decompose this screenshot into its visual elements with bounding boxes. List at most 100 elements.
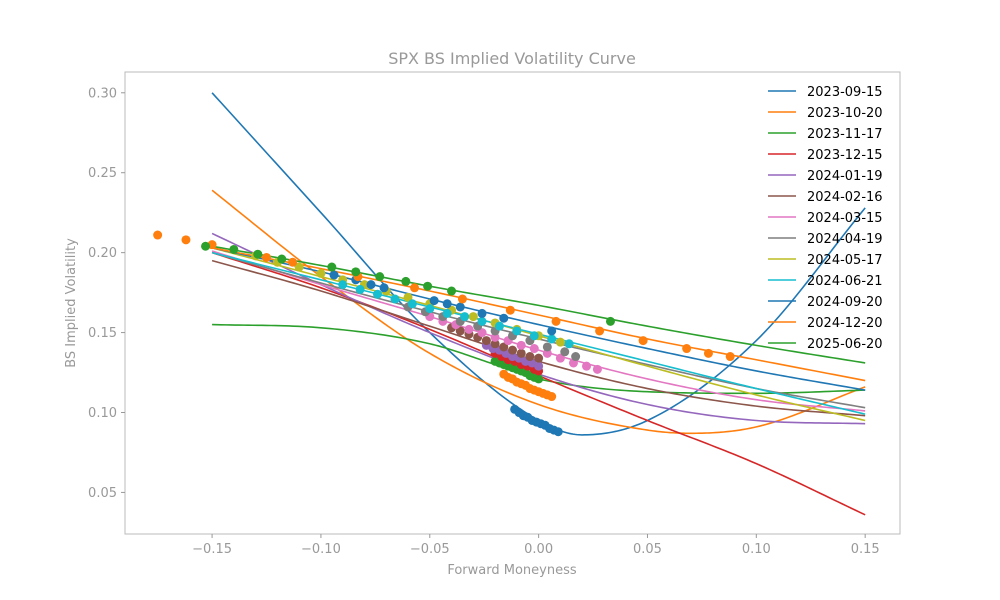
y-tick-label: 0.20 bbox=[88, 246, 117, 261]
data-point-2024-02-16 bbox=[508, 345, 517, 355]
data-point-2024-12-20 bbox=[682, 344, 692, 354]
data-point-2024-09-20 bbox=[547, 326, 557, 336]
y-tick-label: 0.30 bbox=[88, 86, 117, 101]
data-point-2024-05-17 bbox=[294, 262, 304, 272]
data-point-2024-09-20 bbox=[499, 313, 509, 323]
data-point-2023-10-20 bbox=[547, 392, 557, 402]
data-point-2024-04-19 bbox=[560, 347, 570, 357]
legend-entry: 2023-11-17 bbox=[807, 127, 883, 142]
data-point-2024-03-15 bbox=[555, 353, 565, 363]
data-point-2024-06-21 bbox=[477, 316, 487, 326]
y-tick-label: 0.15 bbox=[88, 326, 117, 341]
data-point-2024-03-15 bbox=[490, 332, 500, 342]
data-point-2024-12-20 bbox=[505, 305, 515, 315]
data-point-2024-06-21 bbox=[355, 284, 365, 294]
data-point-2025-06-20 bbox=[375, 272, 385, 282]
data-point-2024-03-15 bbox=[516, 340, 526, 350]
data-point-2024-09-20 bbox=[429, 296, 439, 306]
legend-entry: 2023-10-20 bbox=[807, 106, 883, 121]
plot-frame bbox=[124, 71, 901, 535]
data-point-2024-02-16 bbox=[534, 353, 544, 363]
data-point-2024-02-16 bbox=[490, 339, 500, 349]
data-point-2024-05-17 bbox=[403, 292, 413, 302]
data-point-2024-02-16 bbox=[499, 342, 509, 352]
x-axis-label: Forward Moneyness bbox=[447, 563, 577, 578]
data-point-2024-12-20 bbox=[410, 283, 420, 293]
data-point-2024-03-15 bbox=[582, 361, 592, 371]
plot-area: −0.15 −0.10 −0.05 0.00 0.05 0.10 0.15 0.05 0.10 0… bbox=[88, 71, 901, 557]
data-point-2024-03-15 bbox=[592, 364, 602, 374]
series-line-2024-03-15 bbox=[211, 250, 866, 412]
data-point-2024-06-21 bbox=[425, 304, 435, 314]
data-point-2024-05-17 bbox=[468, 312, 478, 322]
x-tick-label: −0.15 bbox=[192, 542, 232, 557]
y-tick-label: 0.25 bbox=[88, 166, 117, 181]
legend-entry: 2024-09-20 bbox=[807, 295, 883, 310]
data-point-2024-06-21 bbox=[407, 299, 417, 309]
legend: 2023-09-15 2023-10-20 2023-11-17 2023-12-15… bbox=[768, 85, 883, 352]
series-line-2025-06-20 bbox=[211, 245, 866, 364]
data-point-2024-12-20 bbox=[595, 326, 605, 336]
data-point-2024-06-21 bbox=[338, 280, 348, 290]
y-tick-label: 0.05 bbox=[88, 486, 117, 501]
data-point-2025-06-20 bbox=[253, 249, 263, 259]
data-point-2024-12-20 bbox=[725, 352, 735, 362]
legend-entry: 2023-09-15 bbox=[807, 85, 883, 100]
data-point-2024-06-21 bbox=[564, 339, 574, 349]
chart-title: SPX BS Implied Volatility Curve bbox=[388, 49, 636, 68]
data-point-2025-06-20 bbox=[447, 286, 457, 296]
data-point-2024-12-20 bbox=[638, 336, 648, 346]
data-point-2024-12-20 bbox=[153, 230, 163, 240]
data-point-2024-09-20 bbox=[442, 299, 452, 309]
data-point-2024-09-20 bbox=[455, 302, 465, 312]
data-point-2024-04-19 bbox=[571, 352, 581, 362]
x-tick-label: 0.00 bbox=[524, 542, 553, 557]
data-point-2024-06-21 bbox=[512, 326, 522, 336]
data-point-2024-09-20 bbox=[329, 270, 339, 280]
data-point-2024-06-21 bbox=[390, 294, 400, 304]
data-point-2024-09-20 bbox=[379, 283, 389, 293]
data-point-2024-09-20 bbox=[477, 308, 487, 318]
x-tick-label: 0.10 bbox=[742, 542, 771, 557]
data-point-2024-02-16 bbox=[481, 336, 491, 346]
data-point-2024-03-15 bbox=[464, 324, 474, 334]
data-point-2025-06-20 bbox=[327, 262, 337, 272]
data-point-2024-12-20 bbox=[181, 235, 191, 245]
data-point-2024-06-21 bbox=[442, 308, 452, 318]
series-line-2024-12-20 bbox=[211, 247, 866, 382]
legend-entry: 2023-12-15 bbox=[807, 148, 883, 163]
legend-entry: 2024-04-19 bbox=[807, 232, 883, 247]
data-point-2024-05-17 bbox=[316, 268, 326, 278]
data-point-2024-12-20 bbox=[262, 252, 271, 262]
data-point-2023-09-15 bbox=[553, 427, 563, 437]
y-axis-label: BS Implied Volatility bbox=[64, 238, 79, 368]
data-point-2025-06-20 bbox=[605, 316, 615, 326]
data-point-2024-12-20 bbox=[703, 348, 713, 358]
x-tick-label: −0.10 bbox=[301, 542, 341, 557]
legend-entry: 2024-12-20 bbox=[807, 316, 883, 331]
data-point-2025-06-20 bbox=[229, 244, 239, 254]
data-point-2023-11-17 bbox=[534, 374, 544, 384]
data-point-2025-06-20 bbox=[351, 267, 361, 277]
data-point-2024-06-21 bbox=[547, 334, 557, 344]
data-point-2024-01-19 bbox=[534, 361, 544, 371]
data-point-2024-06-21 bbox=[460, 312, 470, 322]
legend-entry: 2024-03-15 bbox=[807, 211, 883, 226]
data-point-2025-06-20 bbox=[401, 276, 411, 286]
x-tick-label: 0.05 bbox=[633, 542, 662, 557]
data-point-2025-06-20 bbox=[277, 254, 287, 264]
legend-entry: 2025-06-20 bbox=[807, 337, 883, 352]
data-point-2025-06-20 bbox=[423, 281, 433, 291]
data-point-2024-04-19 bbox=[542, 342, 552, 352]
legend-entry: 2024-01-19 bbox=[807, 169, 883, 184]
data-point-2024-06-21 bbox=[373, 289, 383, 299]
data-point-2024-06-21 bbox=[494, 321, 504, 331]
data-point-2024-03-15 bbox=[542, 348, 552, 358]
x-tick-label: −0.05 bbox=[410, 542, 450, 557]
data-point-2024-02-16 bbox=[516, 348, 526, 358]
legend-entry: 2024-02-16 bbox=[807, 190, 883, 205]
data-point-2024-09-20 bbox=[366, 280, 376, 290]
y-tick-label: 0.10 bbox=[88, 406, 117, 421]
